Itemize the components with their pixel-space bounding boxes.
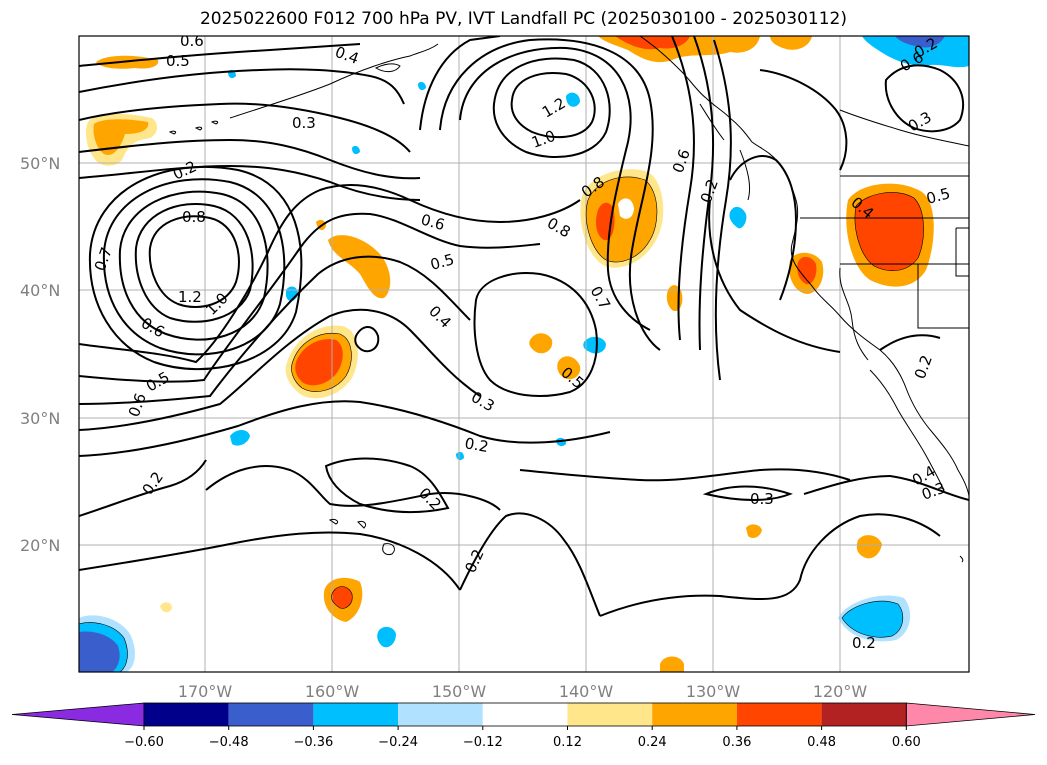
lon-label-130w: 130°W <box>686 682 741 701</box>
anomaly-neutral <box>618 198 634 219</box>
colorbar-tick-label: −0.36 <box>293 735 333 750</box>
colorbar-tick-label: −0.60 <box>124 735 164 750</box>
lat-label-30n: 30°N <box>20 409 60 428</box>
colorbar-tick-label: 0.12 <box>553 735 582 750</box>
colorbar-tick-label: 0.48 <box>807 735 836 750</box>
anomaly-positive <box>856 535 882 559</box>
anomaly-negative <box>895 36 945 48</box>
coastlines <box>168 36 969 563</box>
anomaly-positive <box>331 586 353 609</box>
contour-label: 0.3 <box>292 114 316 132</box>
anomaly-negative <box>230 430 250 446</box>
anomaly-positive <box>586 176 657 262</box>
contour-label: 0.5 <box>166 52 190 70</box>
colorbar-segment <box>652 703 737 726</box>
anomaly-negative <box>377 626 396 648</box>
anomaly-negative <box>842 601 903 638</box>
anomaly-negative <box>729 206 747 229</box>
shaded-anomalies <box>79 36 969 672</box>
anomaly-positive <box>93 119 149 156</box>
anomaly-positive <box>615 36 690 50</box>
colorbar-tick-label: 0.60 <box>892 735 921 750</box>
anomaly-positive <box>160 602 172 613</box>
contour-label: 0.6 <box>419 210 447 234</box>
colorbar-extend-min <box>11 702 145 727</box>
contour-label: 1.2 <box>178 288 202 306</box>
colorbar-segment <box>144 703 229 726</box>
contour-label: 0.2 <box>852 634 876 652</box>
colorbar-segment <box>736 703 822 726</box>
colorbar-tick-label: −0.12 <box>463 735 503 750</box>
patch-outlines <box>79 176 924 672</box>
lon-label-160w: 160°W <box>305 682 360 701</box>
colorbar-segment <box>567 703 653 726</box>
anomaly-negative <box>456 451 464 461</box>
colorbar-frame <box>143 702 907 727</box>
colorbar-segment <box>228 703 314 726</box>
anomaly-negative <box>862 36 969 68</box>
anomaly-negative <box>352 145 360 155</box>
pv-contours <box>79 36 969 617</box>
anomaly-positive <box>295 339 343 386</box>
anomaly-negative <box>79 631 120 672</box>
anomaly-negative <box>583 336 606 354</box>
contour-label: 0.3 <box>750 490 774 508</box>
anomaly-positive <box>797 256 817 285</box>
anomaly-negative <box>566 92 580 107</box>
colorbar-segment <box>821 703 907 726</box>
lon-label-170w: 170°W <box>178 682 233 701</box>
anomaly-positive <box>529 333 553 354</box>
colorbar-extend-max <box>905 702 1036 727</box>
map-title: 2025022600 F012 700 hPa PV, IVT Landfall… <box>199 9 847 29</box>
colorbar-tick-label: 0.24 <box>638 735 667 750</box>
colorbar-segment <box>313 703 399 726</box>
colorbar-segment <box>482 703 568 726</box>
anomaly-positive <box>770 36 812 50</box>
map-frame <box>78 35 970 673</box>
anomaly-negative <box>418 81 426 91</box>
contour-label: 0.5 <box>924 184 952 208</box>
colorbar-tick-label: −0.48 <box>209 735 249 750</box>
map-background <box>79 36 969 672</box>
colorbar-tick-label: 0.36 <box>722 735 751 750</box>
lat-label-20n: 20°N <box>20 536 60 555</box>
anomaly-positive <box>557 356 581 380</box>
anomaly-positive <box>328 235 391 299</box>
colorbar-segment <box>398 703 483 726</box>
lat-label-40n: 40°N <box>20 281 60 300</box>
contour-label: 0.6 <box>180 32 204 50</box>
latitude-labels: 50°N 40°N 30°N 20°N <box>20 154 60 555</box>
contour-label: 0.5 <box>428 250 456 274</box>
longitude-labels: 170°W 160°W 150°W 140°W 130°W 120°W <box>178 682 868 701</box>
anomaly-positive <box>660 656 684 672</box>
lon-label-120w: 120°W <box>813 682 868 701</box>
contour-label: 0.2 <box>463 434 490 456</box>
anomaly-positive <box>854 192 924 271</box>
colorbar-tick-label: −0.24 <box>378 735 418 750</box>
contour-label: 0.8 <box>182 208 206 226</box>
colorbar: −0.60 −0.48 −0.36 −0.24 −0.12 0.12 0.24 0.36 0.4… <box>11 702 1036 750</box>
lon-label-140w: 140°W <box>559 682 614 701</box>
anomaly-positive <box>746 524 762 538</box>
lon-label-150w: 150°W <box>432 682 487 701</box>
lat-label-50n: 50°N <box>20 154 60 173</box>
